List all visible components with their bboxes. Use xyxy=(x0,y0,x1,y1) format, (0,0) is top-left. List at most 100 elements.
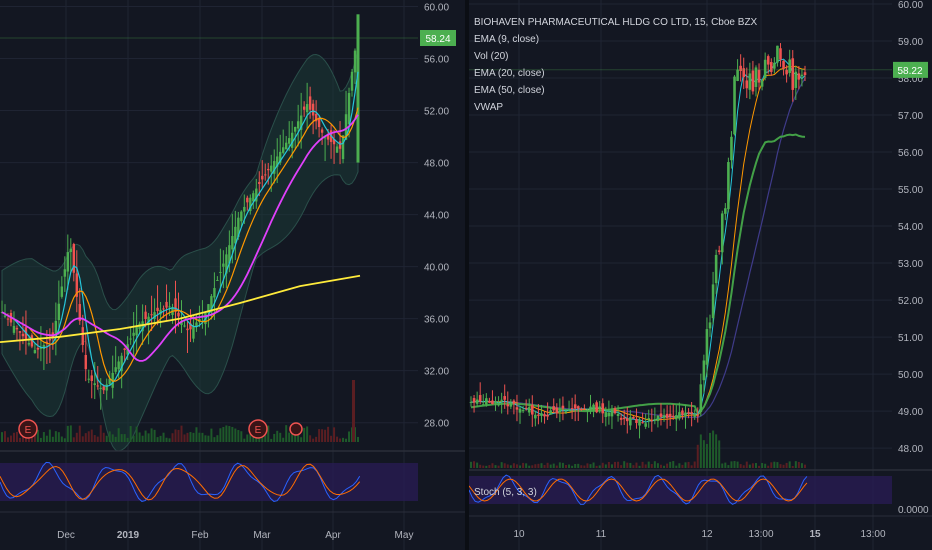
right-candle-body xyxy=(564,411,568,413)
right-candle-body xyxy=(530,404,534,415)
right-volume-bar xyxy=(629,462,632,468)
left-candle-body xyxy=(207,304,210,314)
left-candle-body xyxy=(117,361,120,370)
right-volume-bar xyxy=(764,463,767,468)
right-candle-body xyxy=(481,404,485,406)
legend-vol[interactable]: Vol (20) xyxy=(474,51,509,62)
left-candle-body xyxy=(12,325,16,333)
right-candle-body xyxy=(779,48,782,60)
left-candle-body xyxy=(183,325,186,327)
right-candle-body xyxy=(586,410,589,412)
right-volume-bar xyxy=(650,464,653,468)
right-candle-body xyxy=(543,414,546,417)
right-volume-bar xyxy=(788,461,791,468)
left-candle-body xyxy=(135,327,138,336)
right-volume-bar xyxy=(742,465,745,468)
right-volume-bar xyxy=(476,462,479,468)
legend-ema9[interactable]: EMA (9, close) xyxy=(474,34,540,45)
left-volume-bar xyxy=(300,437,303,442)
right-volume-bar xyxy=(672,461,675,468)
left-candle-body xyxy=(132,332,135,336)
left-volume-bar xyxy=(336,436,339,442)
right-candle-body xyxy=(736,69,739,81)
right-candle-body xyxy=(742,68,746,78)
left-volume-bar xyxy=(330,435,333,442)
right-volume-bar xyxy=(797,461,800,468)
left-volume-bar xyxy=(216,435,219,442)
left-candle-body xyxy=(90,375,93,381)
left-last-price-text: 58.24 xyxy=(425,34,450,45)
left-candle-body xyxy=(15,327,19,330)
left-candle-body xyxy=(87,378,90,380)
right-candle-body xyxy=(518,408,522,413)
right-volume-bar xyxy=(693,461,696,468)
right-volume-bar xyxy=(782,464,785,468)
left-volume-bar xyxy=(352,380,355,442)
left-candle-body xyxy=(147,316,150,323)
left-candle-body xyxy=(335,146,339,153)
right-volume-bar xyxy=(690,465,693,468)
left-volume-bar xyxy=(135,426,138,442)
left-candle-body xyxy=(63,269,67,277)
left-volume-bar xyxy=(6,437,9,442)
left-candle-body xyxy=(326,134,330,140)
left-volume-bar xyxy=(81,436,84,442)
left-volume-bar xyxy=(279,432,282,442)
right-candle-body xyxy=(485,398,488,405)
legend-ema20[interactable]: EMA (20, close) xyxy=(474,68,545,79)
right-volume-bar xyxy=(488,465,491,468)
right-candle-body xyxy=(598,406,601,409)
left-time-tick: 2019 xyxy=(117,530,140,541)
left-sma-long xyxy=(0,274,361,343)
right-candle-body xyxy=(622,417,626,420)
left-candle-body xyxy=(84,354,87,370)
right-volume-bar xyxy=(614,461,617,468)
right-legend: BIOHAVEN PHARMACEUTICAL HLDG CO LTD, 15,… xyxy=(474,14,757,116)
earnings-marker xyxy=(248,419,268,439)
left-volume-bar xyxy=(153,429,156,442)
pane-separator[interactable] xyxy=(465,0,469,550)
left-volume-bar xyxy=(36,429,39,442)
legend-symbol[interactable]: BIOHAVEN PHARMACEUTICAL HLDG CO LTD, 15,… xyxy=(474,17,758,28)
right-volume-bar xyxy=(761,463,764,468)
right-volume-bar xyxy=(574,463,577,468)
left-candle-body xyxy=(302,106,306,110)
right-volume-bar xyxy=(724,462,727,468)
left-volume-bar xyxy=(222,426,225,442)
right-candle-body xyxy=(751,70,755,92)
right-chart-pane[interactable]: Stoch (5, 3, 3) 60.00 59.00 58.00 57.00 56.0… xyxy=(469,0,932,550)
right-price-tick: 59.00 xyxy=(898,37,923,48)
right-volume-bar xyxy=(767,465,770,468)
left-candle-body xyxy=(36,347,40,350)
left-candle-body xyxy=(347,93,351,125)
left-candle-body xyxy=(219,271,222,273)
right-volume-bar xyxy=(785,462,788,468)
right-candle-body xyxy=(705,329,709,365)
left-candle-body xyxy=(168,306,171,308)
left-volume-bar xyxy=(339,438,342,442)
left-time-tick: May xyxy=(395,530,414,541)
left-candle-body xyxy=(246,197,249,203)
left-candle-body xyxy=(18,331,22,333)
right-volume-bar xyxy=(583,465,586,468)
right-candle-body xyxy=(613,408,617,414)
right-volume-bar xyxy=(500,462,503,468)
left-volume-bar xyxy=(51,436,54,442)
right-volume-bar xyxy=(494,465,497,468)
legend-vwap[interactable]: VWAP xyxy=(474,102,504,113)
left-candle-body xyxy=(3,315,7,317)
left-candle-body xyxy=(54,320,58,334)
left-candle-body xyxy=(27,343,31,345)
left-volume-bar xyxy=(180,425,183,442)
right-volume-bar xyxy=(776,462,779,468)
left-candle-body xyxy=(323,137,327,139)
right-volume-bar xyxy=(564,464,567,468)
left-stoch-k xyxy=(0,461,361,502)
right-volume-bar xyxy=(656,463,659,468)
right-volume-bar xyxy=(791,465,794,468)
right-candle-body xyxy=(776,45,779,63)
right-candle-body xyxy=(782,60,785,69)
legend-ema50[interactable]: EMA (50, close) xyxy=(474,85,545,96)
